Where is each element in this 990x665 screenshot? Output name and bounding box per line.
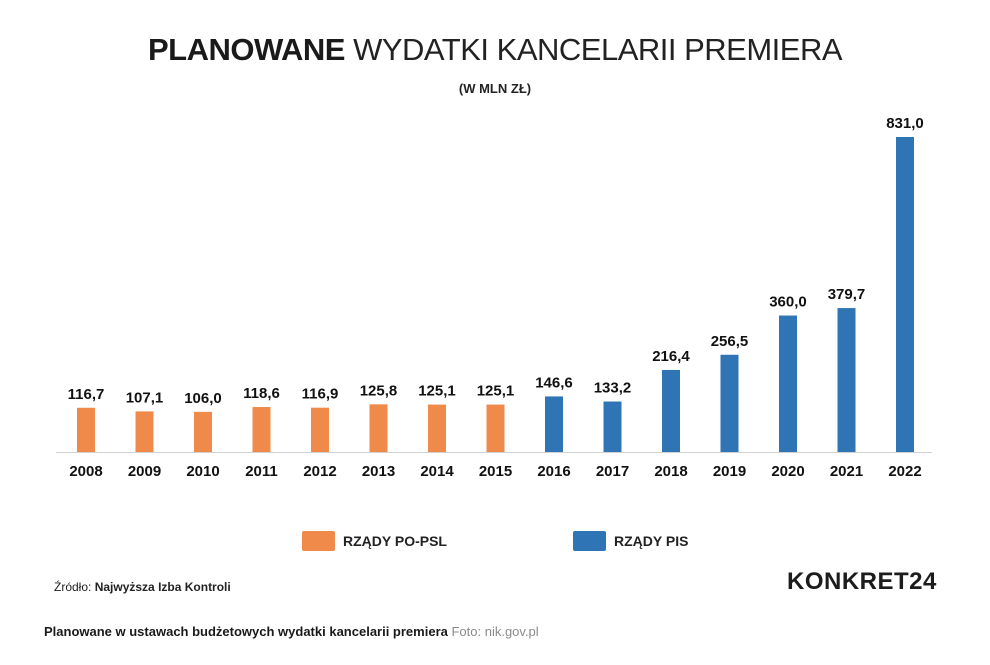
legend-swatch-pis — [573, 531, 606, 551]
bar-2011 — [252, 407, 271, 452]
bar-value-label-2012: 116,9 — [302, 386, 339, 403]
bar-value-label-2009: 107,1 — [126, 389, 164, 406]
bar-value-label-2008: 116,7 — [68, 386, 105, 403]
source-note: Źródło: Najwyższa Izba Kontroli — [54, 580, 231, 594]
x-tick-label-2015: 2015 — [479, 463, 512, 480]
legend-item-po-psl: RZĄDY PO-PSL — [302, 531, 447, 551]
x-tick-label-2021: 2021 — [830, 463, 863, 480]
bar-value-label-2019: 256,5 — [711, 333, 749, 350]
x-tick-label-2017: 2017 — [596, 463, 629, 480]
caption-text: Planowane w ustawach budżetowych wydatki… — [44, 624, 448, 639]
bar-2017 — [603, 401, 622, 452]
bar-2020 — [779, 315, 797, 452]
bar-2016 — [545, 396, 563, 452]
legend-label-po-psl: RZĄDY PO-PSL — [343, 533, 447, 549]
bar-value-label-2011: 118,6 — [243, 385, 280, 402]
legend-swatch-po-psl — [302, 531, 335, 551]
bar-chart: 116,7 2008 107,1 2009 106,0 2010 118,6 2011 116,… — [56, 115, 932, 480]
bar-value-label-2020: 360,0 — [769, 294, 807, 311]
source-name: Najwyższa Izba Kontroli — [94, 580, 231, 594]
bar-2012 — [311, 407, 329, 452]
x-tick-label-2011: 2011 — [245, 463, 278, 480]
bar-2021 — [837, 308, 856, 452]
x-tick-label-2008: 2008 — [69, 463, 102, 480]
bar-value-label-2017: 133,2 — [594, 380, 632, 397]
x-tick-label-2014: 2014 — [420, 463, 454, 480]
bar-2022 — [896, 137, 914, 452]
bar-value-label-2013: 125,8 — [360, 382, 398, 399]
brand-logo: KONKRET24 — [787, 568, 937, 595]
x-tick-label-2018: 2018 — [654, 463, 687, 480]
bar-value-label-2016: 146,6 — [535, 374, 573, 391]
bar-2015 — [486, 404, 505, 452]
chart-title-bold: PLANOWANE — [147, 32, 346, 67]
bar-2010 — [194, 411, 212, 452]
x-tick-label-2022: 2022 — [888, 463, 921, 480]
bar-value-label-2021: 379,7 — [828, 286, 866, 303]
bar-value-label-2014: 125,1 — [418, 383, 456, 400]
image-caption: Planowane w ustawach budżetowych wydatki… — [44, 624, 539, 639]
chart-title-rest: WYDATKI KANCELARII PREMIERA — [353, 32, 843, 67]
bar-2008 — [77, 407, 95, 452]
source-prefix: Źródło: — [54, 580, 92, 594]
bar-2014 — [428, 404, 446, 452]
x-tick-label-2012: 2012 — [303, 463, 336, 480]
bar-value-label-2010: 106,0 — [184, 390, 222, 407]
bar-2013 — [369, 404, 388, 452]
chart-title: PLANOWANE WYDATKI KANCELARII PREMIERA — [0, 32, 990, 68]
bar-2018 — [662, 369, 680, 452]
caption-credit: Foto: nik.gov.pl — [451, 624, 539, 639]
legend-item-pis: RZĄDY PIS — [573, 531, 688, 551]
bar-2009 — [135, 411, 154, 452]
chart-subtitle: (W MLN ZŁ) — [458, 81, 532, 96]
x-tick-label-2013: 2013 — [362, 463, 395, 480]
bar-value-label-2018: 216,4 — [652, 348, 690, 365]
bar-value-label-2015: 125,1 — [477, 383, 515, 400]
bar-value-label-2022: 831,0 — [886, 115, 924, 132]
x-tick-label-2009: 2009 — [128, 463, 161, 480]
x-tick-label-2020: 2020 — [771, 463, 804, 480]
x-tick-label-2016: 2016 — [537, 463, 570, 480]
x-tick-label-2019: 2019 — [713, 463, 746, 480]
bar-2019 — [720, 354, 739, 452]
legend-label-pis: RZĄDY PIS — [614, 533, 689, 549]
x-tick-label-2010: 2010 — [186, 463, 219, 480]
